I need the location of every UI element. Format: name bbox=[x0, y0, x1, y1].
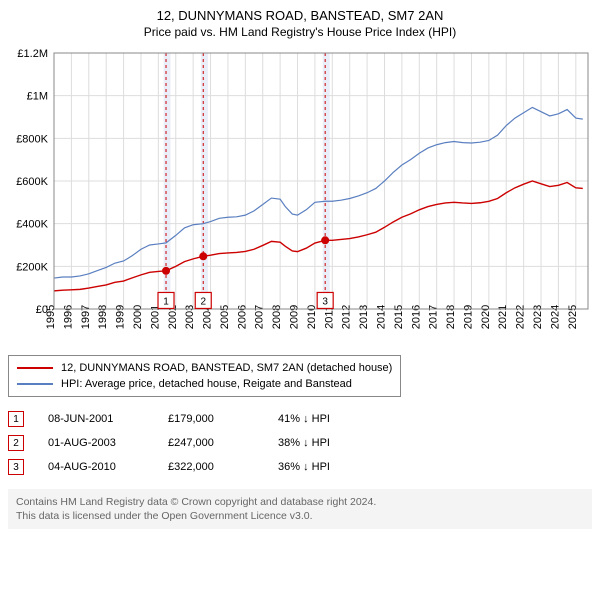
attribution: Contains HM Land Registry data © Crown c… bbox=[8, 489, 592, 529]
svg-text:2008: 2008 bbox=[271, 305, 283, 329]
svg-text:2022: 2022 bbox=[515, 305, 527, 329]
attribution-line-1: Contains HM Land Registry data © Crown c… bbox=[16, 495, 584, 509]
legend-swatch bbox=[17, 367, 53, 369]
transaction-price: £247,000 bbox=[168, 437, 278, 449]
transaction-delta: 38% ↓ HPI bbox=[278, 437, 388, 449]
svg-text:2024: 2024 bbox=[549, 305, 561, 329]
transaction-date: 01-AUG-2003 bbox=[48, 437, 168, 449]
chart-svg: £0£200K£400K£600K£800K£1M£1.2M1995199619… bbox=[8, 47, 592, 347]
svg-text:2015: 2015 bbox=[393, 305, 405, 329]
svg-text:2014: 2014 bbox=[375, 305, 387, 329]
svg-text:2000: 2000 bbox=[132, 305, 144, 329]
transaction-date: 04-AUG-2010 bbox=[48, 461, 168, 473]
svg-text:2006: 2006 bbox=[236, 305, 248, 329]
svg-text:1998: 1998 bbox=[97, 305, 109, 329]
transactions-table: 1 08-JUN-2001£179,00041% ↓ HPI 2 01-AUG-200… bbox=[8, 407, 592, 479]
transaction-delta: 36% ↓ HPI bbox=[278, 461, 388, 473]
svg-text:1996: 1996 bbox=[62, 305, 74, 329]
transaction-price: £322,000 bbox=[168, 461, 278, 473]
legend-row: 12, DUNNYMANS ROAD, BANSTEAD, SM7 2AN (d… bbox=[17, 360, 392, 376]
svg-text:1: 1 bbox=[163, 296, 169, 307]
chart-title: 12, DUNNYMANS ROAD, BANSTEAD, SM7 2AN bbox=[8, 8, 592, 23]
svg-text:1995: 1995 bbox=[45, 305, 57, 329]
transaction-row: 1 08-JUN-2001£179,00041% ↓ HPI bbox=[8, 407, 592, 431]
svg-text:1999: 1999 bbox=[115, 305, 127, 329]
transaction-marker: 2 bbox=[8, 435, 24, 451]
svg-text:2010: 2010 bbox=[306, 305, 318, 329]
transaction-row: 3 04-AUG-2010£322,00036% ↓ HPI bbox=[8, 455, 592, 479]
svg-text:£200K: £200K bbox=[16, 261, 48, 273]
svg-text:£1.2M: £1.2M bbox=[17, 48, 48, 60]
transaction-marker: 1 bbox=[8, 411, 24, 427]
svg-text:2005: 2005 bbox=[219, 305, 231, 329]
legend: 12, DUNNYMANS ROAD, BANSTEAD, SM7 2AN (d… bbox=[8, 355, 401, 397]
chart-subtitle: Price paid vs. HM Land Registry's House … bbox=[8, 25, 592, 39]
svg-text:2023: 2023 bbox=[532, 305, 544, 329]
svg-text:£600K: £600K bbox=[16, 176, 48, 188]
svg-text:2003: 2003 bbox=[184, 305, 196, 329]
svg-text:£400K: £400K bbox=[16, 219, 48, 231]
svg-text:2: 2 bbox=[200, 296, 206, 307]
svg-text:3: 3 bbox=[322, 296, 328, 307]
svg-text:£1M: £1M bbox=[27, 91, 48, 103]
svg-text:2009: 2009 bbox=[289, 305, 301, 329]
transaction-marker: 3 bbox=[8, 459, 24, 475]
svg-text:2019: 2019 bbox=[462, 305, 474, 329]
transaction-row: 2 01-AUG-2003£247,00038% ↓ HPI bbox=[8, 431, 592, 455]
svg-text:2007: 2007 bbox=[254, 305, 266, 329]
chart-area: £0£200K£400K£600K£800K£1M£1.2M1995199619… bbox=[8, 47, 592, 347]
svg-text:2017: 2017 bbox=[428, 305, 440, 329]
transaction-delta: 41% ↓ HPI bbox=[278, 413, 388, 425]
legend-swatch bbox=[17, 383, 53, 385]
svg-text:1997: 1997 bbox=[80, 305, 92, 329]
legend-row: HPI: Average price, detached house, Reig… bbox=[17, 376, 392, 392]
legend-label: 12, DUNNYMANS ROAD, BANSTEAD, SM7 2AN (d… bbox=[61, 362, 392, 374]
svg-text:2012: 2012 bbox=[341, 305, 353, 329]
legend-label: HPI: Average price, detached house, Reig… bbox=[61, 378, 352, 390]
transaction-price: £179,000 bbox=[168, 413, 278, 425]
svg-text:2018: 2018 bbox=[445, 305, 457, 329]
svg-text:2025: 2025 bbox=[567, 305, 579, 329]
transaction-date: 08-JUN-2001 bbox=[48, 413, 168, 425]
attribution-line-2: This data is licensed under the Open Gov… bbox=[16, 509, 584, 523]
svg-text:2020: 2020 bbox=[480, 305, 492, 329]
svg-text:2013: 2013 bbox=[358, 305, 370, 329]
svg-text:2021: 2021 bbox=[497, 305, 509, 329]
svg-text:2016: 2016 bbox=[410, 305, 422, 329]
svg-text:£800K: £800K bbox=[16, 133, 48, 145]
